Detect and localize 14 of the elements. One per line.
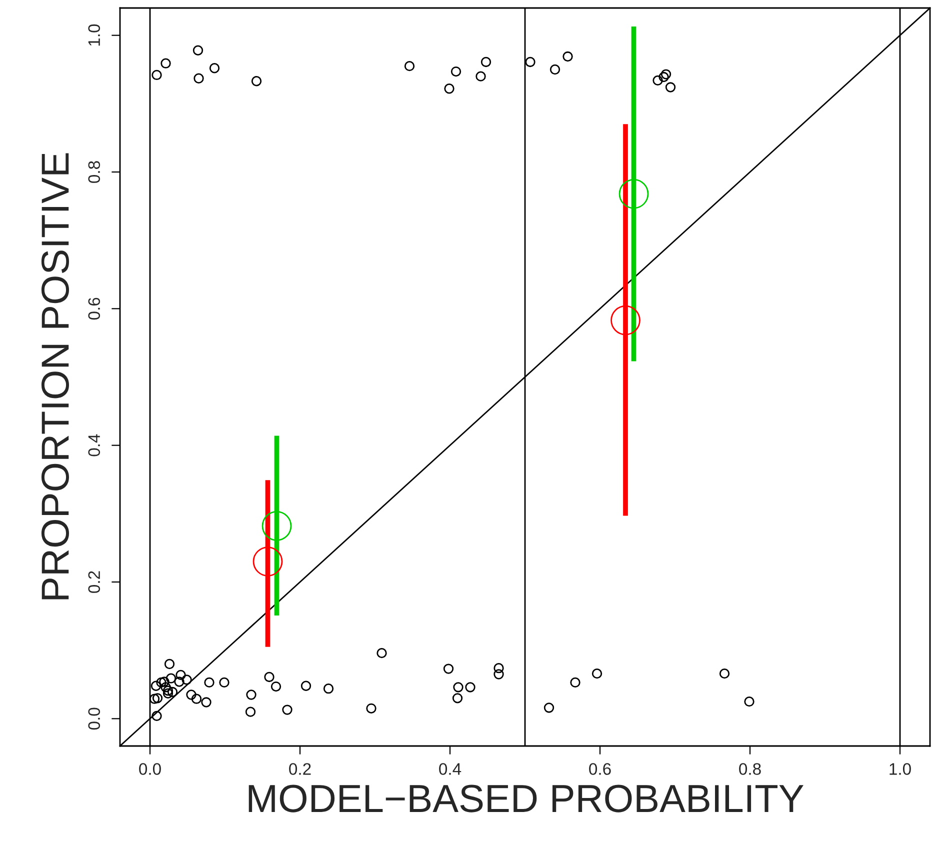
y-tick-label: 0.6 — [88, 298, 100, 320]
y-tick-label: 0.2 — [88, 571, 100, 593]
y-tick-label: 0.4 — [88, 434, 100, 456]
x-axis-title: MODEL−BASED PROBABILITY — [248, 784, 804, 812]
x-tick-label: 1.0 — [890, 763, 911, 775]
x-tick-label: 0.0 — [139, 763, 161, 775]
x-tick-label: 0.8 — [739, 763, 761, 775]
x-tick-label: 0.6 — [589, 763, 611, 775]
x-tick-label: 0.4 — [439, 763, 462, 775]
y-axis-title: PROPORTION POSITIVE — [41, 153, 69, 600]
x-tick-label: 0.2 — [289, 763, 311, 775]
y-tick-label: 0.0 — [88, 708, 100, 730]
y-tick-label: 1.0 — [88, 24, 100, 46]
y-tick-label: 0.8 — [88, 161, 100, 183]
